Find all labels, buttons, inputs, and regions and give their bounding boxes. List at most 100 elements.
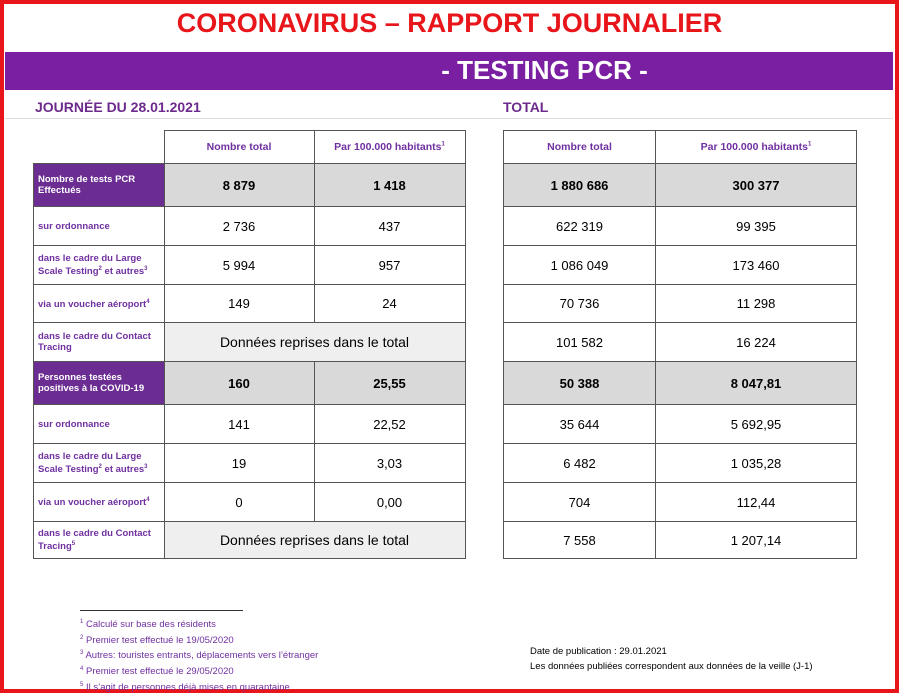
row-label: dans le cadre du Contact Tracing	[33, 322, 165, 362]
row: dans le cadre du Large Scale Testing2 et…	[33, 245, 466, 285]
row: via un voucher aéroport4 149 24	[33, 284, 466, 323]
value-cell: 149	[163, 284, 315, 323]
value-cell: 35 644	[503, 404, 656, 444]
text: Par 100.000 habitants	[334, 141, 442, 153]
row: Personnes testées positives à la COVID-1…	[33, 361, 466, 405]
footnote-text: Autres: touristes entrants, déplacements…	[83, 650, 319, 662]
value-cell: 99 395	[655, 206, 857, 246]
text: dans le cadre du Large Scale Testing	[38, 450, 142, 476]
superscript: 1	[808, 141, 812, 148]
text: et autres	[101, 464, 145, 476]
footnote-text: Premier test effectué le 29/05/2020	[83, 666, 234, 678]
value-cell: 8 047,81	[655, 361, 857, 405]
merged-cell: Données reprises dans le total	[163, 521, 466, 559]
superscript: 3	[144, 463, 148, 470]
header-row: Nombre total Par 100.000 habitants1	[503, 130, 857, 164]
row: 1 880 686 300 377	[503, 163, 857, 207]
value-cell: 1 418	[313, 163, 466, 207]
text: dans le cadre du Contact Tracing	[38, 331, 151, 353]
header-row: Nombre total Par 100.000 habitants1	[33, 130, 466, 164]
column-header: Nombre total	[163, 130, 315, 164]
value-cell: 1 086 049	[503, 245, 656, 285]
row-label: via un voucher aéroport4	[33, 482, 165, 522]
row: 101 582 16 224	[503, 322, 857, 362]
total-table: Nombre total Par 100.000 habitants1 1 880 …	[503, 130, 857, 559]
superscript: 1	[441, 141, 445, 148]
value-cell: 957	[313, 245, 466, 285]
value-cell: 19	[163, 443, 315, 483]
text: Nombre total	[206, 141, 272, 153]
value-cell: 437	[313, 206, 466, 246]
row: sur ordonnance 141 22,52	[33, 404, 466, 444]
text: dans le cadre du Large Scale Testing	[38, 252, 142, 278]
text: Nombre total	[547, 141, 612, 153]
superscript: 3	[144, 265, 148, 272]
merged-cell: Données reprises dans le total	[163, 322, 466, 362]
row-label: Personnes testées positives à la COVID-1…	[33, 361, 165, 405]
section-heading: JOURNÉE DU 28.01.2021	[35, 99, 201, 115]
section-heading: TOTAL	[503, 99, 549, 115]
row: 7 558 1 207,14	[503, 521, 857, 559]
value-cell: 112,44	[655, 482, 857, 522]
row: sur ordonnance 2 736 437	[33, 206, 466, 246]
row: dans le cadre du Large Scale Testing2 et…	[33, 443, 466, 483]
row-label: sur ordonnance	[33, 206, 165, 246]
value-cell: 101 582	[503, 322, 656, 362]
row: via un voucher aéroport4 0 0,00	[33, 482, 466, 522]
superscript: 4	[146, 497, 150, 504]
footnote-mark: 1	[80, 619, 84, 625]
superscript: 2	[98, 463, 102, 470]
value-cell: 1 207,14	[655, 521, 857, 559]
text: via un voucher aéroport	[38, 497, 147, 509]
value-cell: 2 736	[163, 206, 315, 246]
row: 1 086 049 173 460	[503, 245, 857, 285]
text: et autres	[101, 266, 145, 278]
row-label: via un voucher aéroport4	[33, 284, 165, 323]
publication-line: Date de publication : 29.01.2021	[530, 646, 667, 657]
row: 35 644 5 692,95	[503, 404, 857, 444]
value-cell: 1 880 686	[503, 163, 656, 207]
value-cell: 622 319	[503, 206, 656, 246]
footnote-mark: 3	[80, 650, 84, 657]
value-cell: 22,52	[313, 404, 466, 444]
row-label: dans le cadre du Large Scale Testing2 et…	[33, 443, 165, 483]
footnote-rule	[80, 610, 243, 611]
column-header: Par 100.000 habitants1	[655, 130, 857, 164]
row: dans le cadre du Contact Tracing Données …	[33, 322, 466, 362]
text: sur ordonnance	[38, 418, 110, 430]
row: 50 388 8 047,81	[503, 361, 857, 405]
row-label: dans le cadre du Contact Tracing5	[33, 521, 165, 559]
row: dans le cadre du Contact Tracing5 Données…	[33, 521, 466, 559]
column-header: Par 100.000 habitants1	[313, 130, 466, 164]
title-bar	[5, 52, 893, 90]
value-cell: 25,55	[313, 361, 466, 405]
footnote-text: Il s’agit de personnes déjà mises en qua…	[83, 681, 290, 693]
value-cell: 5 692,95	[655, 404, 857, 444]
row: 6 482 1 035,28	[503, 443, 857, 483]
footnote-mark: 5	[80, 681, 84, 688]
footnote: 5 Il s’agit de personnes déjà mises en q…	[80, 679, 318, 694]
value-cell: 3,03	[313, 443, 466, 483]
value-cell: 173 460	[655, 245, 857, 285]
row: Nombre de tests PCR Effectués 8 879 1 418	[33, 163, 466, 207]
footnote-text: Premier test effectué le 19/05/2020	[83, 634, 234, 646]
daily-table: Nombre total Par 100.000 habitants1 Nombre…	[33, 130, 466, 559]
value-cell: 6 482	[503, 443, 656, 483]
value-cell: 5 994	[163, 245, 315, 285]
row: 704 112,44	[503, 482, 857, 522]
footnote: 4 Premier test effectué le 29/05/2020	[80, 663, 318, 679]
row-label: Nombre de tests PCR Effectués	[33, 163, 165, 207]
row-label: sur ordonnance	[33, 404, 165, 444]
value-cell: 0	[163, 482, 315, 522]
text: Nombre de tests PCR Effectués	[38, 174, 136, 196]
value-cell: 11 298	[655, 284, 857, 323]
value-cell: 24	[313, 284, 466, 323]
value-cell: 50 388	[503, 361, 656, 405]
value-cell: 704	[503, 482, 656, 522]
value-cell: 141	[163, 404, 315, 444]
footnote-text: Calculé sur base des résidents	[83, 619, 216, 631]
value-cell: 8 879	[163, 163, 315, 207]
publication-line: Les données publiées correspondent aux d…	[530, 661, 813, 672]
rule	[5, 118, 893, 119]
